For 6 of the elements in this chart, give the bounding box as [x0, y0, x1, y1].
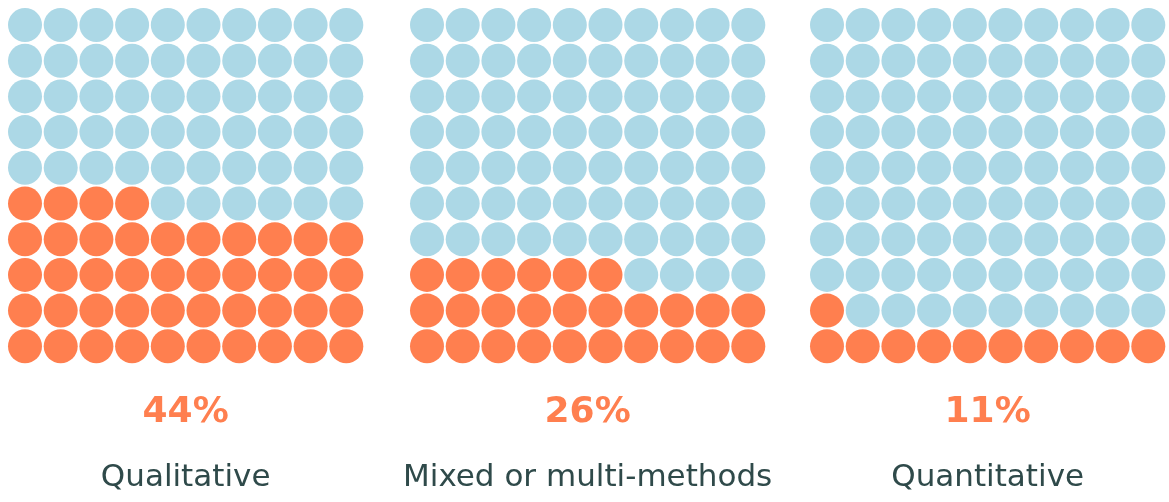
data-label: 11% [944, 389, 1031, 430]
data-label: 44% [142, 389, 229, 430]
data-label: 26% [544, 389, 631, 430]
text: Mixed or multi-methods [403, 457, 773, 493]
text: Qualitative [100, 457, 271, 493]
text: Quantitative [891, 457, 1085, 493]
